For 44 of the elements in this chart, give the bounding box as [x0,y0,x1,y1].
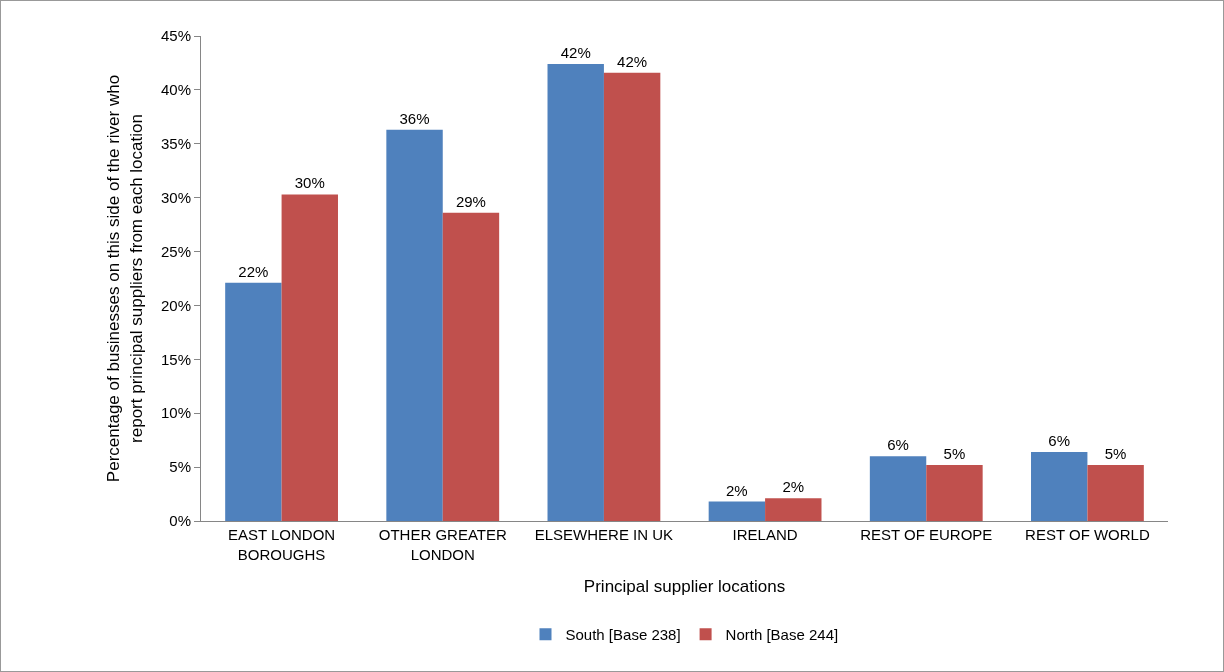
bar [1087,464,1144,521]
y-tick-label: 20% [160,296,191,314]
x-tick-label: REST OF EUROPE [860,526,993,543]
bar [603,72,661,521]
data-label: 2% [726,481,748,499]
x-axis-title: Principal supplier locations [583,576,786,596]
legend-label: North [Base 244] [725,626,839,644]
y-tick-label: 30% [160,188,191,206]
y-tick-label: 15% [160,350,191,368]
y-tick-label: 25% [160,242,191,260]
bar [281,194,338,521]
bar [1031,452,1088,521]
data-label: 42% [560,44,591,62]
x-tick-label: ELSEWHERE IN UK [534,526,674,543]
data-label: 22% [238,262,269,280]
data-label: 6% [887,436,909,454]
y-tick-label: 45% [160,27,191,45]
y-tick-label: 5% [169,458,191,476]
data-label: 36% [399,109,430,127]
legend-label: South [Base 238] [565,626,681,644]
bar [765,498,822,521]
data-label: 42% [617,52,648,70]
data-label: 5% [943,444,966,462]
y-tick-label: 0% [169,512,191,530]
y-tick-label: 10% [160,404,191,422]
bar [442,212,500,521]
data-label: 6% [1048,432,1071,450]
y-tick-label: 35% [160,135,191,153]
data-label: 2% [782,478,805,496]
x-tick-label: IRELAND [732,526,798,543]
x-tick-label: EAST LONDON BOROUGHS [227,526,336,563]
bar [869,456,927,521]
data-label: 5% [1104,444,1127,462]
bar [225,282,282,521]
y-tick-label: 40% [160,81,191,99]
bar [926,464,983,521]
bar [708,501,766,521]
data-label: 30% [294,174,325,192]
x-tick-label: REST OF WORLD [1025,526,1150,543]
bar [547,64,604,521]
x-tick-label: OTHER GREATER LONDON [378,526,507,563]
bar [386,129,443,521]
y-axis-title: Percentage of businesses on this side of the river who report principal suppliers from each location [104,74,146,483]
data-label: 29% [455,192,486,210]
